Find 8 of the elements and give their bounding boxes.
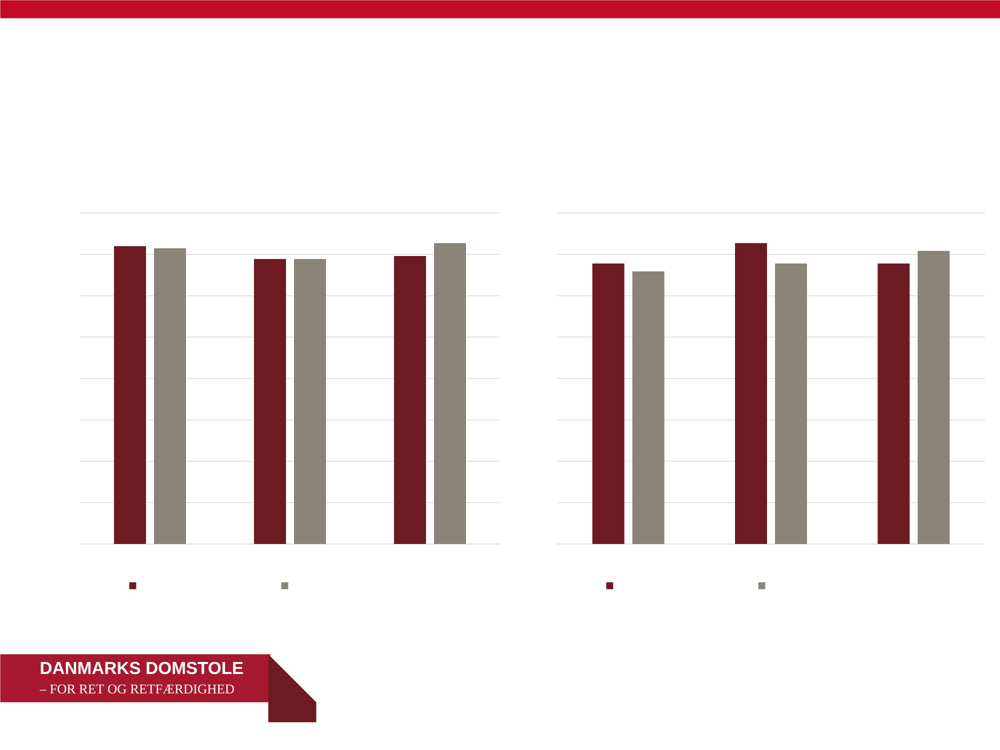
bar [878, 264, 910, 544]
text: – FOR RET OG RETFÆRDIGHED [40, 684, 234, 694]
bar [735, 243, 768, 544]
bar [632, 271, 664, 544]
bar [918, 250, 950, 544]
bar [592, 264, 624, 544]
bar [775, 264, 808, 544]
text: DANMARKS DOMSTOLE [40, 662, 243, 674]
